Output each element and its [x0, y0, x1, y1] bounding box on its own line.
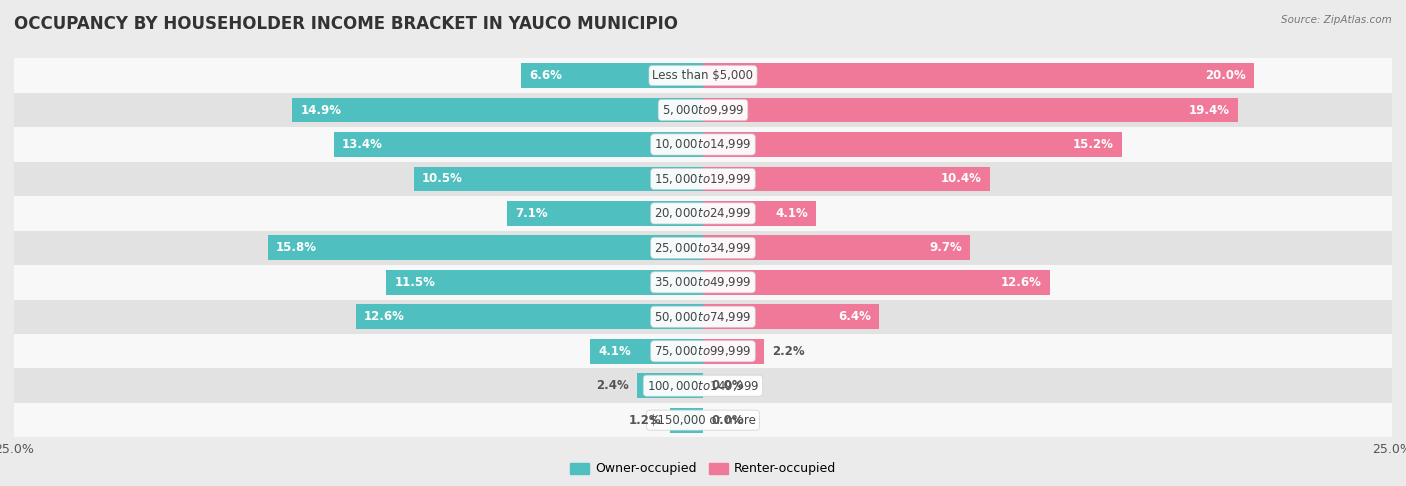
Text: 20.0%: 20.0%: [1205, 69, 1246, 82]
Bar: [522, 63, 703, 88]
Bar: [637, 373, 703, 398]
Bar: [14, 127, 1392, 162]
Bar: [14, 196, 1392, 231]
Text: 12.6%: 12.6%: [364, 310, 405, 323]
Text: $10,000 to $14,999: $10,000 to $14,999: [654, 138, 752, 152]
Bar: [703, 132, 1122, 157]
Bar: [387, 270, 703, 295]
Bar: [703, 63, 1254, 88]
Text: 6.4%: 6.4%: [838, 310, 872, 323]
Text: 11.5%: 11.5%: [394, 276, 436, 289]
Bar: [703, 201, 815, 226]
Text: Source: ZipAtlas.com: Source: ZipAtlas.com: [1281, 15, 1392, 25]
Text: $35,000 to $49,999: $35,000 to $49,999: [654, 276, 752, 289]
Text: $25,000 to $34,999: $25,000 to $34,999: [654, 241, 752, 255]
Text: 1.2%: 1.2%: [628, 414, 662, 427]
Text: 15.2%: 15.2%: [1073, 138, 1114, 151]
Text: $100,000 to $149,999: $100,000 to $149,999: [647, 379, 759, 393]
Text: 10.5%: 10.5%: [422, 173, 463, 186]
Bar: [14, 265, 1392, 299]
Text: $150,000 or more: $150,000 or more: [650, 414, 756, 427]
Bar: [703, 270, 1050, 295]
Text: 19.4%: 19.4%: [1188, 104, 1229, 117]
Text: $5,000 to $9,999: $5,000 to $9,999: [662, 103, 744, 117]
Text: $20,000 to $24,999: $20,000 to $24,999: [654, 207, 752, 220]
Text: 2.4%: 2.4%: [596, 379, 628, 392]
Bar: [413, 167, 703, 191]
Text: $50,000 to $74,999: $50,000 to $74,999: [654, 310, 752, 324]
Text: 13.4%: 13.4%: [342, 138, 382, 151]
Bar: [14, 93, 1392, 127]
Text: $15,000 to $19,999: $15,000 to $19,999: [654, 172, 752, 186]
Bar: [292, 98, 703, 122]
Text: $75,000 to $99,999: $75,000 to $99,999: [654, 344, 752, 358]
Bar: [267, 235, 703, 260]
Bar: [703, 167, 990, 191]
Text: 2.2%: 2.2%: [772, 345, 804, 358]
Bar: [14, 58, 1392, 93]
Bar: [703, 98, 1237, 122]
Text: 9.7%: 9.7%: [929, 242, 962, 254]
Bar: [14, 299, 1392, 334]
Text: 0.0%: 0.0%: [711, 414, 744, 427]
Text: 0.0%: 0.0%: [711, 379, 744, 392]
Text: 6.6%: 6.6%: [530, 69, 562, 82]
Text: OCCUPANCY BY HOUSEHOLDER INCOME BRACKET IN YAUCO MUNICIPIO: OCCUPANCY BY HOUSEHOLDER INCOME BRACKET …: [14, 15, 678, 33]
Bar: [14, 231, 1392, 265]
Bar: [703, 304, 879, 329]
Bar: [356, 304, 703, 329]
Text: 12.6%: 12.6%: [1001, 276, 1042, 289]
Text: 14.9%: 14.9%: [301, 104, 342, 117]
Bar: [508, 201, 703, 226]
Text: 10.4%: 10.4%: [941, 173, 981, 186]
Bar: [703, 235, 970, 260]
Text: 4.1%: 4.1%: [775, 207, 807, 220]
Bar: [591, 339, 703, 364]
Legend: Owner-occupied, Renter-occupied: Owner-occupied, Renter-occupied: [565, 457, 841, 481]
Bar: [14, 334, 1392, 368]
Bar: [14, 368, 1392, 403]
Bar: [333, 132, 703, 157]
Bar: [703, 339, 763, 364]
Text: 15.8%: 15.8%: [276, 242, 316, 254]
Text: 4.1%: 4.1%: [599, 345, 631, 358]
Bar: [14, 403, 1392, 437]
Text: 7.1%: 7.1%: [516, 207, 548, 220]
Bar: [14, 162, 1392, 196]
Bar: [669, 408, 703, 433]
Text: Less than $5,000: Less than $5,000: [652, 69, 754, 82]
